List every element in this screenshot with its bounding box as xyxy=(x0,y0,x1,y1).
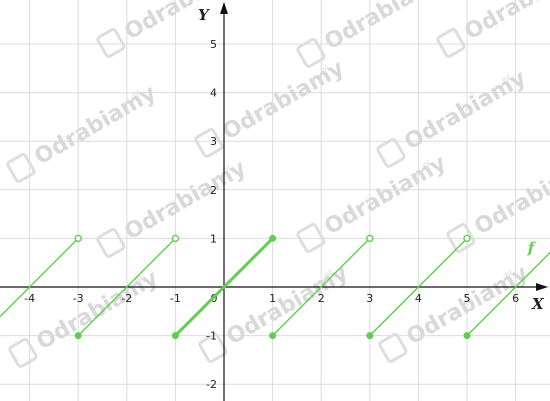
watermark: Odrabiamy.pl xyxy=(96,156,250,258)
series-segment xyxy=(271,237,371,337)
y-tick-label: 1 xyxy=(210,232,217,245)
y-tick-label: -2 xyxy=(206,378,217,391)
watermark: Odrabiamy.pl xyxy=(198,261,352,363)
closed-point xyxy=(463,332,471,340)
closed-point xyxy=(74,332,82,340)
x-tick-label: 2 xyxy=(318,292,325,305)
watermark-suffix: .pl xyxy=(130,274,145,288)
watermark-logo-icon xyxy=(436,28,466,58)
watermark-logo-icon xyxy=(96,28,126,58)
open-point xyxy=(74,234,82,243)
watermark-logo-icon xyxy=(296,223,326,253)
watermark-suffix: .pl xyxy=(418,159,433,173)
watermark-logo-icon xyxy=(376,138,406,168)
watermark: Odrabiamy.pl xyxy=(296,0,451,68)
x-tick-label: -4 xyxy=(24,292,35,305)
open-point xyxy=(171,234,180,243)
series-segment xyxy=(466,251,550,337)
watermark: Odrabiamy.pl xyxy=(96,0,251,58)
watermark-suffix: .pl xyxy=(500,269,515,283)
watermark: Odrabiamy.pl xyxy=(194,56,348,158)
watermark-suffix: .pl xyxy=(316,64,331,78)
x-tick-label: 3 xyxy=(366,292,373,305)
y-tick-label: 3 xyxy=(210,135,217,148)
closed-point xyxy=(171,332,179,340)
series-segment xyxy=(77,237,177,337)
watermark-text: Odrabiamy xyxy=(461,0,550,45)
open-point xyxy=(463,234,471,243)
x-axis-arrow-icon xyxy=(536,283,548,291)
watermark-logo-icon xyxy=(96,228,126,258)
closed-point xyxy=(269,332,277,340)
watermark: Odrabiamy.pl xyxy=(376,66,530,168)
y-tick-label: 5 xyxy=(210,38,217,51)
watermark-logo-icon xyxy=(446,223,476,253)
watermark-suffix: .pl xyxy=(498,74,513,88)
watermark: Odrabiamy.pl xyxy=(8,266,162,368)
x-axis-title: X xyxy=(531,295,545,313)
series-f xyxy=(0,234,550,340)
y-axis-title: Y xyxy=(198,6,210,24)
x-tick-label: 6 xyxy=(512,292,519,305)
closed-point xyxy=(269,234,277,242)
series-segment xyxy=(369,237,468,337)
watermark-logo-icon xyxy=(194,128,224,158)
watermark: Odrabiamy.pl xyxy=(378,261,532,363)
y-tick-label: -1 xyxy=(206,330,217,343)
x-tick-label: 1 xyxy=(269,292,276,305)
watermark-text: Odrabiamy xyxy=(121,0,251,45)
x-tick-label: -2 xyxy=(121,292,132,305)
y-tick-label: 4 xyxy=(210,87,217,100)
watermark-suffix: .pl xyxy=(128,89,143,103)
watermark-text: Odrabiamy xyxy=(471,151,550,240)
closed-point xyxy=(366,332,374,340)
x-tick-label: -3 xyxy=(73,292,84,305)
series-segment xyxy=(173,236,275,338)
x-tick-label: 4 xyxy=(415,292,422,305)
watermark-suffix: .pl xyxy=(320,269,335,283)
y-tick-label: 2 xyxy=(210,184,217,197)
watermark-logo-icon xyxy=(198,333,228,363)
watermark: Odrabiamy.pl xyxy=(436,0,550,58)
series-segment xyxy=(0,237,79,318)
watermark-logo-icon xyxy=(8,338,38,368)
x-tick-label: -1 xyxy=(170,292,181,305)
y-axis-arrow-icon xyxy=(220,2,228,14)
watermark-logo-icon xyxy=(296,38,326,68)
watermark-text: Odrabiamy xyxy=(321,0,451,55)
watermark-suffix: .pl xyxy=(218,164,233,178)
watermark-logo-icon xyxy=(6,153,36,183)
watermark-logo-icon xyxy=(378,333,408,363)
series-label-f: f xyxy=(527,239,537,257)
watermark-layer: Odrabiamy.pl Odrabiamy.pl Odrabiamy.plOdra… xyxy=(6,0,550,368)
open-point xyxy=(366,234,374,243)
x-tick-label: 5 xyxy=(464,292,471,305)
